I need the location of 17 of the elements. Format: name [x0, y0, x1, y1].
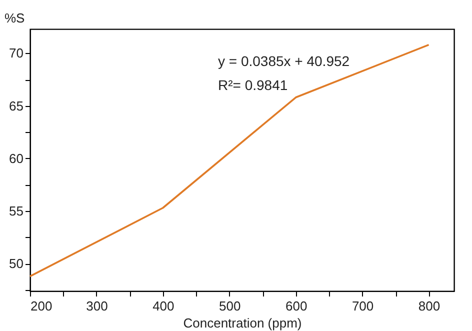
x-tick-label: 300	[86, 298, 108, 314]
x-tick-label: 800	[418, 298, 440, 314]
annotation: R²= 0.9841	[218, 77, 288, 93]
y-tick-label: 65	[9, 98, 24, 114]
x-axis-title: Concentration (ppm)	[183, 316, 302, 330]
y-tick-label: 50	[9, 256, 24, 272]
x-tick-label: 200	[30, 298, 52, 314]
x-tick-label: 600	[285, 298, 308, 314]
x-tick-label: 400	[152, 298, 174, 314]
line-series	[29, 44, 430, 278]
y-tick-label: 70	[9, 46, 24, 61]
x-tick-label: 700	[352, 298, 374, 314]
x-tick-label: 500	[219, 298, 241, 314]
y-tick-label: 55	[9, 204, 24, 219]
y-axis-title: %S	[4, 10, 26, 26]
y-tick-label: 60	[9, 150, 24, 166]
annotation: y = 0.0385x + 40.952	[218, 53, 350, 69]
